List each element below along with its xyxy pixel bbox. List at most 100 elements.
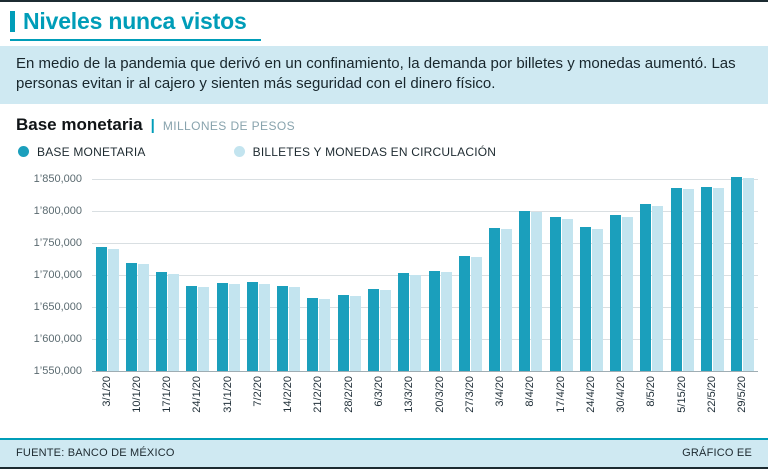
x-tick-label: 29/5/20	[736, 375, 749, 413]
columns: 3/1/20 10/1/20 17/1/20 24/1/20 31/1/20 7/2/20…	[92, 173, 758, 438]
page-title: Niveles nunca vistos	[23, 8, 247, 34]
bar-base-monetaria	[670, 187, 682, 371]
x-tick: 3/1/20	[101, 376, 113, 438]
bar-billetes-monedas	[470, 256, 482, 371]
legend: BASE MONETARIA BILLETES Y MONEDAS EN CIRC…	[0, 135, 768, 159]
x-tick-label: 8/4/20	[524, 375, 537, 407]
bar-base-monetaria	[700, 186, 712, 371]
grid-layer	[92, 173, 758, 372]
legend-dot-icon	[233, 146, 245, 157]
gridline	[92, 306, 758, 308]
bar-group: 3/4/20	[485, 173, 515, 438]
bar-pair	[337, 173, 361, 371]
chart-title: Base monetaria	[16, 114, 143, 134]
bar-chart: 1’850,000 1’800,000 1’750,000 1’700,000 1’65…	[0, 159, 768, 438]
gridline	[92, 242, 758, 244]
bar-billetes-monedas	[349, 295, 361, 371]
bar-pair	[670, 173, 694, 371]
bar-pair	[398, 173, 422, 371]
bar-billetes-monedas	[501, 229, 513, 371]
bar-base-monetaria	[95, 246, 107, 371]
chart-header: Base monetaria | MILLONES DE PESOS	[0, 104, 768, 135]
bar-pair	[186, 173, 210, 371]
bar-billetes-monedas	[410, 274, 422, 371]
bar-group: 27/3/20	[455, 173, 485, 438]
x-tick: 31/1/20	[221, 375, 234, 438]
bar-billetes-monedas	[289, 286, 301, 371]
y-tick-label: 1’800,000	[33, 204, 82, 217]
x-tick-label: 5/15/20	[675, 375, 688, 413]
bar-base-monetaria	[216, 283, 228, 371]
bar-billetes-monedas	[198, 286, 210, 371]
bar-pair	[519, 173, 543, 371]
bar-billetes-monedas	[440, 272, 452, 371]
y-tick-label: 1’600,000	[33, 332, 82, 345]
x-tick-label: 28/2/20	[342, 375, 355, 413]
x-tick-label: 10/1/20	[130, 375, 143, 413]
legend-label: BASE MONETARIA	[37, 144, 146, 159]
bar-group: 24/4/20	[576, 173, 606, 438]
bar-base-monetaria	[337, 294, 349, 371]
bar-group: 17/4/20	[546, 173, 576, 438]
bar-group: 3/1/20	[92, 173, 122, 438]
plot-area: 3/1/20 10/1/20 17/1/20 24/1/20 31/1/20 7/2/20…	[92, 173, 758, 438]
y-tick-label: 1’750,000	[33, 236, 82, 249]
x-tick: 7/2/20	[251, 375, 264, 438]
gridline	[92, 178, 758, 180]
intro-text: En medio de la pandemia que derivó en un…	[0, 46, 768, 104]
bar-base-monetaria	[640, 204, 652, 371]
bar-pair	[700, 173, 724, 371]
bar-billetes-monedas	[652, 205, 664, 371]
bar-billetes-monedas	[319, 298, 331, 371]
bar-pair	[156, 173, 180, 371]
bar-group: 8/5/20	[637, 173, 667, 438]
bar-group: 24/1/20	[183, 173, 213, 438]
title-block: Niveles nunca vistos	[10, 8, 261, 41]
bar-base-monetaria	[458, 255, 470, 371]
bar-billetes-monedas	[380, 290, 392, 371]
bar-group: 13/3/20	[395, 173, 425, 438]
plot-row: 1’850,000 1’800,000 1’750,000 1’700,000 1’65…	[0, 173, 758, 438]
x-tick-label: 7/2/20	[251, 375, 264, 407]
bar-billetes-monedas	[168, 274, 180, 371]
x-tick: 29/5/20	[736, 375, 749, 438]
gridline	[92, 210, 758, 212]
bar-base-monetaria	[549, 217, 561, 371]
x-tick-label: 30/4/20	[615, 375, 628, 413]
bar-base-monetaria	[277, 285, 289, 371]
bar-group: 29/5/20	[728, 173, 758, 438]
bar-pair	[610, 173, 634, 371]
x-tick: 21/2/20	[312, 376, 324, 438]
bar-billetes-monedas	[107, 248, 119, 371]
x-tick: 30/4/20	[615, 375, 628, 438]
x-tick: 5/15/20	[675, 375, 688, 438]
bar-base-monetaria	[246, 282, 258, 371]
x-tick: 27/3/20	[464, 376, 476, 438]
x-tick: 24/4/20	[585, 376, 597, 438]
bar-pair	[579, 173, 603, 371]
bar-group: 21/2/20	[304, 173, 334, 438]
bar-billetes-monedas	[622, 216, 634, 371]
bar-billetes-monedas	[137, 264, 149, 371]
bar-group: 30/4/20	[607, 173, 637, 438]
bar-base-monetaria	[125, 262, 137, 371]
bar-billetes-monedas	[712, 187, 724, 371]
chart-units-label: MILLONES DE PESOS	[162, 118, 296, 133]
x-tick-label: 17/1/20	[161, 375, 174, 413]
bar-pair	[458, 173, 482, 371]
bar-billetes-monedas	[743, 178, 755, 371]
x-tick-label: 20/3/20	[433, 375, 446, 413]
bar-base-monetaria	[156, 272, 168, 371]
x-tick-label: 24/1/20	[191, 375, 204, 413]
x-tick: 10/1/20	[130, 375, 143, 438]
x-tick-label: 31/1/20	[221, 375, 234, 413]
bar-group: 7/2/20	[243, 173, 273, 438]
y-tick-label: 1’850,000	[33, 172, 82, 185]
source-credit: FUENTE: BANCO DE MÉXICO	[16, 447, 175, 459]
chart-title-separator: |	[150, 116, 155, 134]
x-tick: 13/3/20	[403, 376, 415, 438]
bar-pair	[246, 173, 270, 371]
bar-billetes-monedas	[591, 228, 603, 371]
bar-pair	[549, 173, 573, 371]
